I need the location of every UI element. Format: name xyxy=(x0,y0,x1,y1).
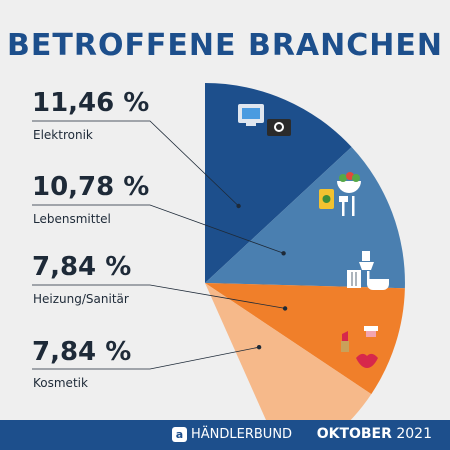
fork xyxy=(342,196,345,216)
leader-dot-heizung xyxy=(282,306,288,311)
pie-slice-elektronik xyxy=(205,83,352,283)
salad-bowl xyxy=(337,181,361,193)
category-label-kosmetik: Kosmetik xyxy=(33,376,88,390)
date-label: OKTOBER 2021 xyxy=(317,426,432,442)
value-label-lebensmittel: 10,78 % xyxy=(32,172,150,202)
value-label-kosmetik: 7,84 % xyxy=(32,337,132,367)
haendlerbund-logo-icon: a xyxy=(172,427,187,442)
chart-title: BETROFFENE BRANCHEN xyxy=(7,28,443,63)
toilet-bowl xyxy=(359,262,374,270)
toilet-tank xyxy=(362,251,370,261)
pie-slice-kosmetik xyxy=(205,283,372,450)
leader-line-elektronik xyxy=(32,120,239,207)
lipstick-tip xyxy=(342,331,348,341)
salad-leaf-1 xyxy=(339,174,347,182)
food-can-icon xyxy=(319,189,334,209)
date-year: 2021 xyxy=(396,426,432,442)
bathtub-tap xyxy=(367,271,370,280)
fork-head xyxy=(339,196,348,202)
radiator-body xyxy=(347,270,361,288)
leader-dot-elektronik xyxy=(236,203,241,209)
category-label-elektronik: Elektronik xyxy=(33,128,93,142)
leader-line-heizung xyxy=(32,284,286,309)
knife xyxy=(352,196,355,216)
computer-display xyxy=(242,108,260,119)
value-label-heizung: 7,84 % xyxy=(32,252,132,282)
computer-stand xyxy=(246,123,256,126)
lipstick-case xyxy=(341,341,349,352)
camera-lens xyxy=(276,124,282,130)
camera-icon xyxy=(267,119,291,136)
nail-polish-bottle xyxy=(366,331,376,337)
salad-leaf-2 xyxy=(352,174,360,182)
lips-icon xyxy=(356,353,378,368)
date-month: OKTOBER xyxy=(316,426,392,442)
leader-line-kosmetik xyxy=(32,346,260,370)
nail-polish-icon xyxy=(364,326,378,337)
lips-shape xyxy=(356,353,378,368)
can-label xyxy=(322,195,331,203)
category-label-heizung: Heizung/Sanitär xyxy=(33,292,129,306)
brand-name: HÄNDLERBUND xyxy=(191,427,293,442)
lipstick-icon xyxy=(341,331,349,352)
toilet-icon xyxy=(359,251,374,270)
leader-dot-kosmetik xyxy=(256,345,262,350)
pie-slice-heizung xyxy=(205,283,405,395)
cutlery-icon xyxy=(339,196,355,216)
value-label-elektronik: 11,46 % xyxy=(32,88,150,118)
radiator-icon xyxy=(347,270,361,288)
nail-polish-cap xyxy=(364,326,378,331)
salad-bowl-icon xyxy=(337,172,361,193)
bathtub-body xyxy=(367,279,389,290)
leader-dot-lebensmittel xyxy=(281,251,286,256)
footer-bar xyxy=(0,420,450,450)
category-label-lebensmittel: Lebensmittel xyxy=(33,212,111,226)
leader-line-lebensmittel xyxy=(32,204,284,254)
bathtub-icon xyxy=(367,271,389,290)
computer-icon xyxy=(238,104,264,126)
